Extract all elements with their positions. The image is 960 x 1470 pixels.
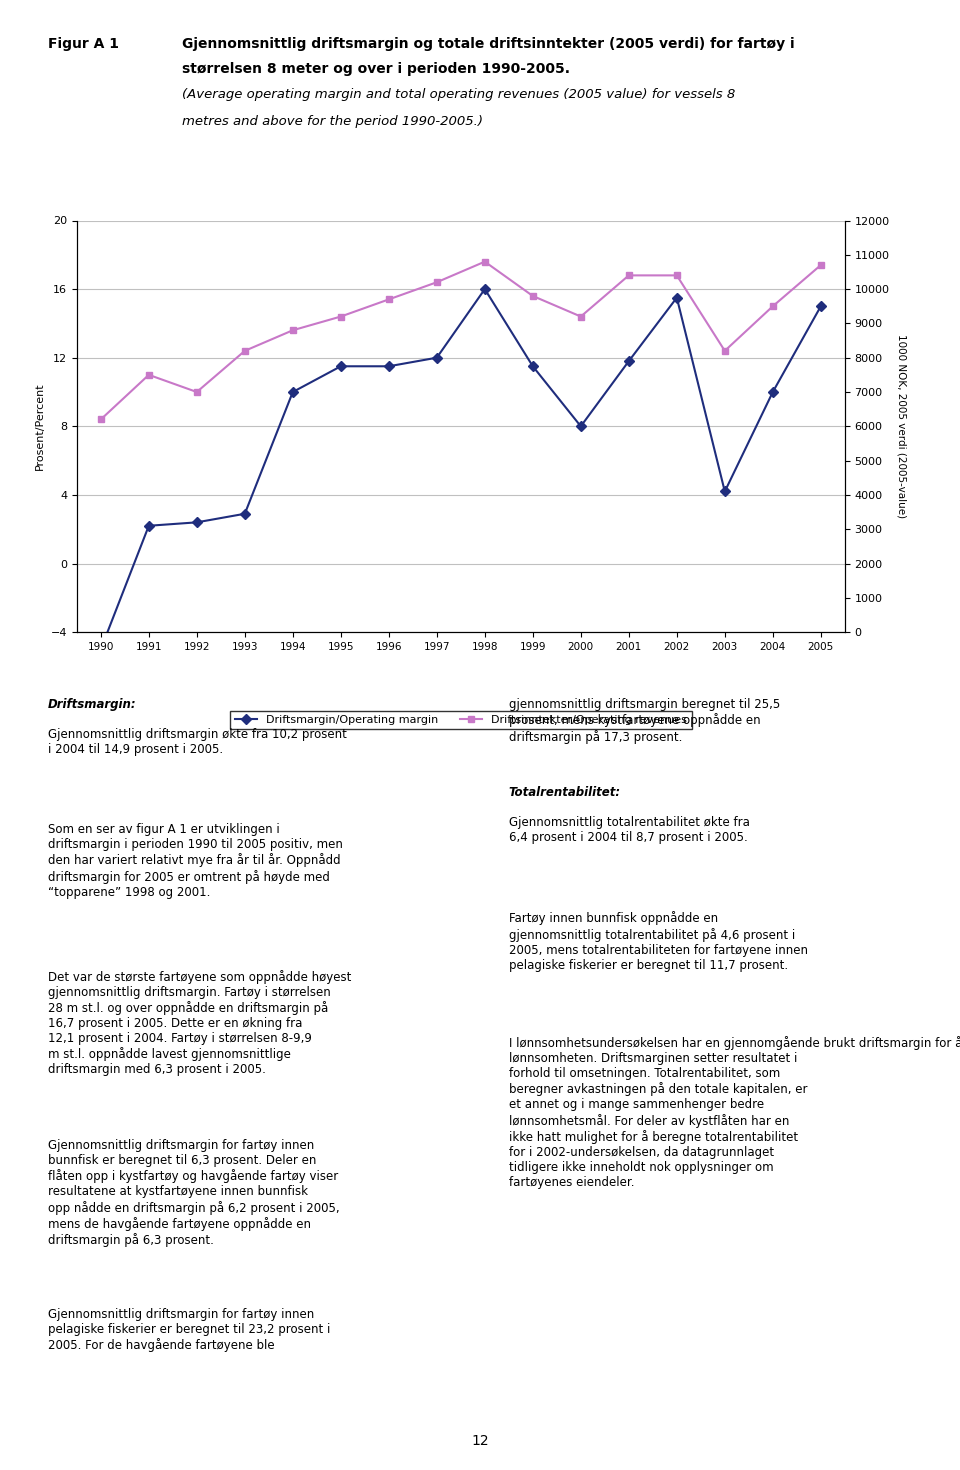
Text: 12: 12 <box>471 1433 489 1448</box>
Y-axis label: 1000 NOK, 2005 verdi (2005-value): 1000 NOK, 2005 verdi (2005-value) <box>897 334 906 519</box>
Text: Gjennomsnittlig driftsmargin for fartøy innen
bunnfisk er beregnet til 6,3 prose: Gjennomsnittlig driftsmargin for fartøy … <box>48 1139 340 1247</box>
Text: Gjennomsnittlig driftsmargin økte fra 10,2 prosent
i 2004 til 14,9 prosent i 200: Gjennomsnittlig driftsmargin økte fra 10… <box>48 728 347 756</box>
Text: Som en ser av figur A 1 er utviklingen i
driftsmargin i perioden 1990 til 2005 p: Som en ser av figur A 1 er utviklingen i… <box>48 823 343 898</box>
Text: gjennomsnittlig driftsmargin beregnet til 25,5
prosent, mens kystfartøyene oppnå: gjennomsnittlig driftsmargin beregnet ti… <box>509 698 780 744</box>
Text: (Average operating margin and total operating revenues (2005 value) for vessels : (Average operating margin and total oper… <box>182 88 735 101</box>
Legend: Driftsmargin/Operating margin, Driftsinntekter/Operating revenues: Driftsmargin/Operating margin, Driftsinn… <box>230 710 691 729</box>
Text: Figur A 1: Figur A 1 <box>48 37 119 51</box>
Text: I lønnsomhetsundersøkelsen har en gjennomgående brukt driftsmargin for å måle
lø: I lønnsomhetsundersøkelsen har en gjenno… <box>509 1036 960 1189</box>
Text: Det var de største fartøyene som oppnådde høyest
gjennomsnittlig driftsmargin. F: Det var de største fartøyene som oppnådd… <box>48 970 351 1076</box>
Text: Totalrentabilitet:: Totalrentabilitet: <box>509 786 621 800</box>
Text: størrelsen 8 meter og over i perioden 1990-2005.: størrelsen 8 meter og over i perioden 19… <box>182 62 570 76</box>
Text: Gjennomsnittlig driftsmargin for fartøy innen
pelagiske fiskerier er beregnet ti: Gjennomsnittlig driftsmargin for fartøy … <box>48 1308 330 1352</box>
Text: metres and above for the period 1990-2005.): metres and above for the period 1990-200… <box>182 115 484 128</box>
Text: Gjennomsnittlig driftsmargin og totale driftsinntekter (2005 verdi) for fartøy i: Gjennomsnittlig driftsmargin og totale d… <box>182 37 795 51</box>
Text: Driftsmargin:: Driftsmargin: <box>48 698 136 711</box>
Text: Fartøy innen bunnfisk oppnådde en
gjennomsnittlig totalrentabilitet på 4,6 prose: Fartøy innen bunnfisk oppnådde en gjenno… <box>509 911 807 972</box>
Y-axis label: Prosent/Percent: Prosent/Percent <box>35 382 45 470</box>
Text: Gjennomsnittlig totalrentabilitet økte fra
6,4 prosent i 2004 til 8,7 prosent i : Gjennomsnittlig totalrentabilitet økte f… <box>509 816 750 844</box>
